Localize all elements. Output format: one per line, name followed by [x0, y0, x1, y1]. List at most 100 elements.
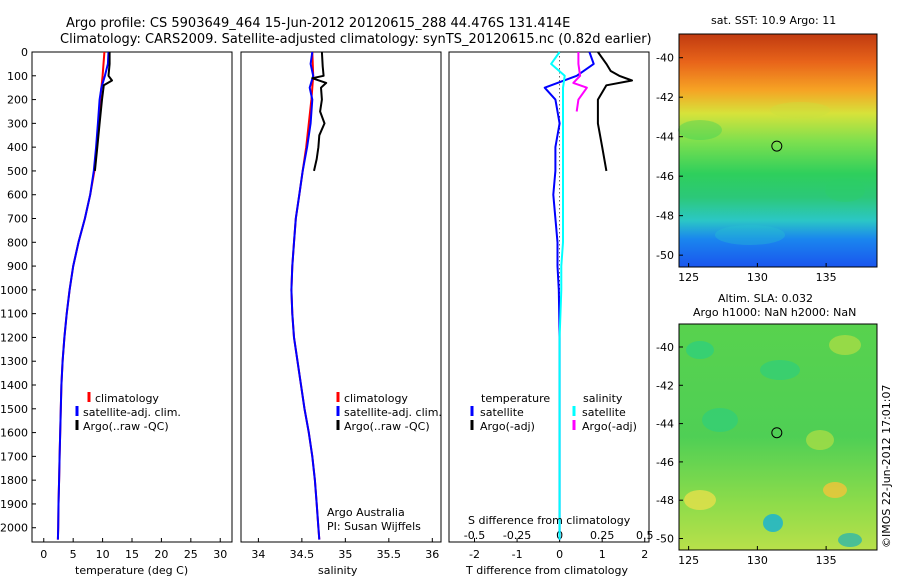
annotation-argo-australia: Argo Australia	[327, 506, 405, 519]
sst-map-frame	[678, 33, 878, 268]
profile-line-argo-raw-qc-	[311, 51, 328, 172]
temperature-legend: climatology satellite-adj. clim. Argo(..…	[75, 392, 181, 433]
lat-tick-label: -44	[656, 418, 674, 431]
lat-tick-label: -50	[656, 249, 674, 262]
argo-position-marker	[771, 427, 783, 439]
legend-label-sal-argo: Argo(-adj)	[582, 420, 637, 433]
sst-latitude-tick-labels: -40 -42 -44 -46 -48 -50	[656, 52, 683, 262]
legend-label-argo: Argo(..raw -QC)	[344, 420, 430, 433]
profile-line-temperature-argo-adj-	[596, 51, 633, 172]
sla-eddy	[686, 341, 714, 359]
x-tick-label: 34.5	[290, 548, 315, 561]
profile-line-satellite-adj-clim-	[290, 51, 321, 540]
difference-panel: -2 -1 0 1 2 -0.5 -0.25 0 0.25 0.5 S difference f…	[448, 51, 653, 577]
lat-tick-label: -46	[656, 170, 674, 183]
lon-tick-label: 130	[747, 271, 768, 284]
difference-legend: temperature salinity satellite Argo(-adj…	[470, 392, 637, 433]
temperature-axes-frame	[31, 51, 233, 543]
sst-map-texture	[678, 102, 865, 245]
legend-label-climatology: climatology	[95, 392, 159, 405]
sla-longitude-tick-labels: 125 130 135	[678, 546, 837, 567]
profile-line-satellite-adj-clim-	[56, 51, 110, 540]
legend-title-temperature: temperature	[481, 392, 550, 405]
depth-tick-label: 1700	[0, 450, 28, 463]
depth-tick-label: 1900	[0, 498, 28, 511]
sla-eddy	[763, 514, 783, 532]
x-tick-label: 20	[154, 548, 168, 561]
lat-tick-label: -50	[656, 533, 674, 546]
x-tick-label: 10	[96, 548, 110, 561]
sst-patch	[825, 178, 865, 202]
legend-label-sal-satellite: satellite	[582, 406, 626, 419]
depth-tick-label: 1000	[0, 284, 28, 297]
lat-tick-label: -46	[656, 456, 674, 469]
depth-tick-label: 1300	[0, 355, 28, 368]
x-tick-label: 0	[556, 548, 563, 561]
x-tick-label: 0	[40, 548, 47, 561]
depth-tick-label: 0	[21, 46, 28, 59]
depth-tick-label: 1400	[0, 379, 28, 392]
t-difference-axis-label: T difference from climatology	[465, 564, 628, 577]
depth-tick-label: 500	[7, 165, 28, 178]
annotation-pi: PI: Susan Wijffels	[327, 520, 421, 533]
difference-profiles	[543, 51, 633, 540]
depth-tick-label: 100	[7, 70, 28, 83]
profile-line-salinity-satellite	[550, 51, 566, 540]
x-tick-label: 5	[70, 548, 77, 561]
depth-tick-label: 1800	[0, 474, 28, 487]
lat-tick-label: -48	[656, 210, 674, 223]
legend-label-temp-argo: Argo(-adj)	[480, 420, 535, 433]
temperature-panel: 0100200300400500600700800900100011001200…	[0, 46, 233, 577]
s-difference-axis-label: S difference from climatology	[468, 514, 631, 527]
depth-tick-label: 2000	[0, 522, 28, 535]
x-tick-label: -2	[469, 548, 480, 561]
copyright-stamp: ©IMOS 22-Jun-2012 17:01:07	[880, 384, 893, 548]
temperature-tick-labels: 0 5 10 15 20 25 30	[40, 538, 227, 561]
sla-eddy	[806, 430, 834, 450]
legend-label-satellite: satellite-adj. clim.	[344, 406, 442, 419]
lat-tick-label: -40	[656, 341, 674, 354]
salinity-axis-label: salinity	[318, 564, 358, 577]
sst-map-panel: sat. SST: 10.9 Argo: 11 -40-42-44-46-48-…	[656, 14, 878, 284]
sla-map-texture	[684, 335, 862, 547]
temperature-axis-label: temperature (deg C)	[75, 564, 188, 577]
temperature-profiles	[56, 51, 113, 540]
s-tick-label: -0.25	[503, 529, 531, 542]
sla-eddy	[760, 360, 800, 380]
sst-patch	[715, 225, 785, 245]
depth-tick-label: 400	[7, 141, 28, 154]
lat-tick-label: -48	[656, 494, 674, 507]
x-tick-label: 30	[213, 548, 227, 561]
legend-label-argo: Argo(..raw -QC)	[83, 420, 169, 433]
sst-longitude-tick-labels: 125 130 135	[678, 263, 837, 284]
sla-map-panel: Altim. SLA: 0.032 Argo h1000: NaN h2000:…	[656, 292, 878, 567]
sst-patch	[678, 120, 722, 140]
x-tick-label: 35.5	[377, 548, 402, 561]
x-tick-label: 25	[184, 548, 198, 561]
sla-eddy	[838, 533, 862, 547]
lat-tick-label: -40	[656, 52, 674, 65]
depth-tick-label: 200	[7, 94, 28, 107]
sla-map-frame	[678, 323, 878, 551]
salinity-tick-labels: 34 34.5 35 35.5 36	[251, 538, 439, 561]
depth-tick-label: 1200	[0, 331, 28, 344]
lon-tick-label: 125	[678, 554, 699, 567]
depth-tick-labels: 0 100 200 300 400 500 600 700 800 900 1000 1100 1200…	[0, 46, 36, 535]
lon-tick-label: 135	[816, 554, 837, 567]
depth-tick-label: 700	[7, 213, 28, 226]
salinity-profiles	[290, 51, 328, 540]
sla-map-title: Altim. SLA: 0.032	[718, 292, 813, 305]
sla-eddy	[702, 408, 738, 432]
lat-tick-label: -42	[656, 91, 674, 104]
depth-tick-label: 1500	[0, 403, 28, 416]
argo-position-marker	[771, 140, 783, 152]
depth-tick-label: 900	[7, 260, 28, 273]
legend-title-salinity: salinity	[583, 392, 623, 405]
sla-map-subtitle: Argo h1000: NaN h2000: NaN	[693, 306, 856, 319]
depth-tick-label: 300	[7, 117, 28, 130]
salinity-panel: 34 34.5 35 35.5 36 salinity climatology sate…	[240, 51, 442, 577]
lon-tick-label: 130	[747, 554, 768, 567]
profile-line-salinity-argo-adj-	[572, 52, 588, 112]
depth-tick-label: 600	[7, 189, 28, 202]
